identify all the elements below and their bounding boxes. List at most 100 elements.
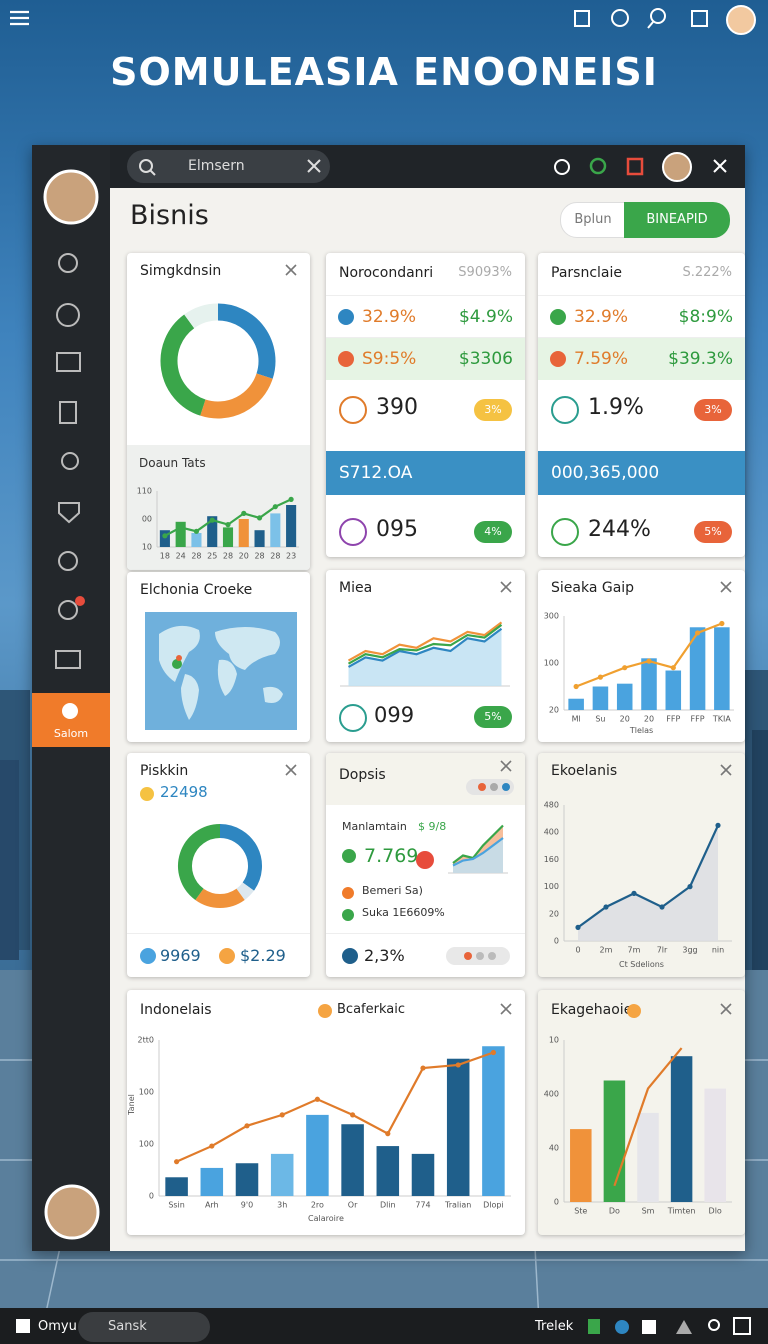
taskbar-search[interactable] [78,1312,210,1342]
line-card: Ekoelanis 480 400 160 100 20 0 0 2m 7m 7lr 3gg nin Ct… [538,753,745,977]
nav-icon[interactable] [58,551,78,571]
x-axis-label: Dlin [380,1201,396,1210]
stats-card: Parsnclaie S.222% 32.9% $8:9% 7.59% $39.3% 1.9… [538,253,745,557]
note-icon[interactable] [691,10,708,27]
tray-icon[interactable] [676,1320,692,1334]
foot-value: 9969 [160,946,201,965]
toggle-off[interactable]: Bplun [560,202,626,238]
x-axis-label: Tralian [444,1201,471,1210]
green-icon[interactable] [589,157,607,175]
dot [338,309,354,325]
badge: 4% [474,521,512,543]
chart: 300 100 20 Ml Su 20 20 FFP FFP TKIA [544,612,734,724]
nav-icon[interactable] [59,401,77,424]
point [241,510,247,516]
tray-icon[interactable] [642,1320,656,1334]
line [176,1051,494,1163]
close-stroke [720,581,732,593]
x-axis-label: 3gg [682,946,697,955]
card-title: Miea [339,580,373,596]
card-title: Norocondanri [339,265,434,281]
chart [448,824,508,874]
axis-title: Tlelas [629,726,654,735]
bar [341,1124,364,1196]
point [455,1062,461,1068]
tray-icon[interactable] [733,1317,751,1335]
close-button[interactable] [719,580,733,594]
red-icon[interactable] [626,157,644,176]
point [659,904,665,910]
chart [340,621,510,687]
nav-icon[interactable] [56,352,81,372]
close-button[interactable] [284,763,298,777]
list-item: Bemeri Sa) [362,884,423,897]
bar [714,627,730,710]
badge: 5% [694,521,732,543]
y-axis-label: 480 [544,801,559,810]
close-button[interactable] [719,763,733,777]
nav-icon[interactable] [61,452,79,470]
nav-icon[interactable] [55,650,81,669]
user-avatar[interactable] [662,152,692,182]
dot [502,783,510,791]
menu-button[interactable] [10,10,29,26]
close-button[interactable] [719,1002,733,1016]
x-axis-label: 2m [600,946,613,955]
page-heading: Bisnis [130,200,209,231]
x-axis-label: Su [595,715,605,724]
dot [478,783,486,791]
tray-icon[interactable] [588,1319,600,1334]
point [573,683,579,690]
app-title: SOMULEASIA ENOONEISI [110,50,658,94]
tray-icon[interactable] [615,1320,629,1334]
close-button[interactable] [284,263,298,277]
label: Manlamtain [342,820,407,833]
nav-icon[interactable] [58,600,78,620]
edit-icon[interactable] [574,10,590,27]
close-button[interactable] [499,580,513,594]
dot [627,1004,641,1018]
card-title: Indonelais [140,1002,212,1018]
tray-label: Trelek [535,1319,574,1334]
card-title: Ekagehaoie [551,1002,633,1018]
card-title: Simgkdnsin [140,263,222,279]
bar [306,1114,329,1196]
close-stroke [285,764,297,776]
x-axis-label: 25 [207,552,217,561]
ring-icon [551,518,579,546]
stats-card: Norocondanri S9093% 32.9% $4.9% S9:5% $3306 39… [326,253,525,557]
nav-icon[interactable] [56,303,80,327]
tray-icon[interactable] [708,1319,720,1331]
stat-row: 7.59% $39.3% [538,337,745,380]
point [244,1123,250,1129]
row-right: $8:9% [678,307,733,327]
point [603,904,609,910]
y-axis-label: 160 [544,855,559,864]
profile-avatar[interactable] [43,169,99,225]
continent [263,686,283,703]
x-axis-label: Dlopi [483,1201,504,1210]
search-icon[interactable] [650,8,666,24]
top-bar [10,5,756,35]
nav-icon[interactable] [58,253,78,273]
donut-segment [178,824,221,900]
close-icon[interactable] [611,9,629,27]
close-button[interactable] [499,1002,513,1016]
nav-icon[interactable] [58,502,80,524]
list-item: Suka 1E6609% [362,906,445,919]
close-button[interactable] [499,759,513,773]
badge: 3% [474,399,512,421]
close-window[interactable] [713,159,727,173]
start-button[interactable] [16,1319,30,1333]
clear-button[interactable] [307,159,321,173]
search-box[interactable] [127,150,330,183]
avatar[interactable] [726,5,756,35]
nav-active[interactable] [32,693,110,747]
footer-avatar[interactable] [44,1184,100,1240]
anchor-icon[interactable] [554,159,570,175]
point [350,1112,356,1118]
toggle-on[interactable]: BINEAPID [624,202,730,238]
y-axis-label: 100 [544,882,559,891]
x-axis-label: 28 [223,552,233,561]
